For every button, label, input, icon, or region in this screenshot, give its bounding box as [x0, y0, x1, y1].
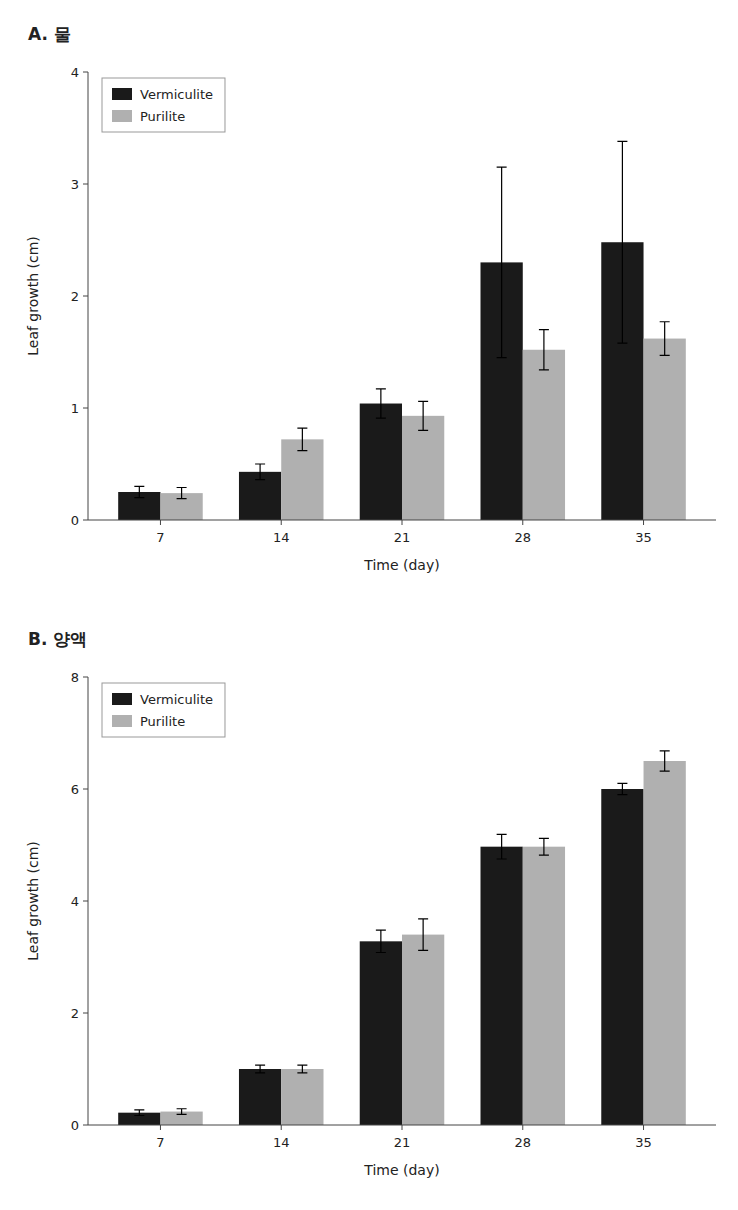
legend-frame — [102, 78, 225, 132]
y-tick-label: 8 — [71, 670, 79, 685]
error-bar — [660, 751, 670, 771]
error-bar — [617, 141, 627, 343]
y-tick — [83, 184, 88, 185]
legend-swatch — [112, 715, 132, 727]
y-axis-label: Leaf growth (cm) — [25, 841, 41, 961]
panel: A. 물 0 1 2 3 4 7 14 21 28 35 Time (day) Leaf growth … — [25, 24, 716, 573]
legend: Vermiculite Purilite — [102, 78, 225, 132]
x-tick — [643, 1125, 644, 1130]
x-tick-label: 28 — [514, 1135, 531, 1150]
x-tick — [281, 520, 282, 525]
marks — [118, 141, 686, 520]
page: {"chart_data": [ {"type": "bar", "title"… — [0, 0, 738, 1210]
y-tick-label: 0 — [71, 1118, 79, 1133]
x-tick-label: 35 — [635, 1135, 652, 1150]
bar — [360, 941, 402, 1125]
error-bar — [297, 428, 307, 450]
bar — [281, 1069, 323, 1125]
y-tick — [83, 901, 88, 902]
error-bar — [539, 330, 549, 370]
bar — [360, 404, 402, 520]
x-tick-label: 28 — [514, 530, 531, 545]
y-tick — [83, 296, 88, 297]
x-tick — [402, 520, 403, 525]
bar — [481, 847, 523, 1125]
y-tick — [83, 72, 88, 73]
panel: B. 양액 0 2 4 6 8 7 14 21 28 35 Time (day) Leaf growth… — [25, 629, 716, 1178]
error-bar — [660, 322, 670, 356]
y-axis-label: Leaf growth (cm) — [25, 236, 41, 356]
x-tick — [522, 520, 523, 525]
figure: A. 물01234714212835Time (day)Leaf growth … — [0, 0, 738, 1210]
legend-swatch — [112, 693, 132, 705]
y-axis-line — [88, 72, 89, 520]
legend-label: Purilite — [140, 714, 185, 729]
y-tick — [83, 520, 88, 521]
y-tick-label: 2 — [71, 289, 79, 304]
x-tick-label: 21 — [394, 1135, 411, 1150]
bar — [601, 789, 643, 1125]
legend-frame — [102, 683, 225, 737]
y-tick-label: 4 — [71, 894, 79, 909]
panel-title: B. 양액 — [28, 629, 87, 649]
error-bar — [497, 167, 507, 357]
panel-title: A. 물 — [28, 24, 71, 44]
y-tick-label: 4 — [71, 65, 79, 80]
error-bar — [617, 783, 627, 794]
x-tick-label: 14 — [273, 1135, 290, 1150]
x-tick — [281, 1125, 282, 1130]
error-bar — [418, 401, 428, 430]
legend-swatch — [112, 110, 132, 122]
x-tick-label: 14 — [273, 530, 290, 545]
x-axis-label: Time (day) — [363, 1162, 439, 1178]
error-bar — [376, 389, 386, 418]
bar — [402, 416, 444, 520]
error-bar — [497, 834, 507, 859]
y-tick-label: 2 — [71, 1006, 79, 1021]
x-tick — [160, 520, 161, 525]
bar — [239, 1069, 281, 1125]
x-tick — [522, 1125, 523, 1130]
marks — [118, 751, 686, 1125]
error-bar — [177, 488, 187, 499]
x-tick — [160, 1125, 161, 1130]
error-bar — [134, 486, 144, 497]
y-tick — [83, 1013, 88, 1014]
bar — [523, 350, 565, 520]
error-bar — [177, 1109, 187, 1115]
error-bar — [255, 1065, 265, 1073]
y-tick — [83, 1125, 88, 1126]
y-tick — [83, 408, 88, 409]
error-bar — [255, 464, 265, 480]
legend-label: Purilite — [140, 109, 185, 124]
error-bar — [297, 1065, 307, 1073]
y-tick — [83, 677, 88, 678]
bar — [644, 761, 686, 1125]
error-bar — [134, 1110, 144, 1116]
x-tick-label: 7 — [156, 530, 164, 545]
legend: Vermiculite Purilite — [102, 683, 225, 737]
x-tick — [402, 1125, 403, 1130]
error-bar — [539, 838, 549, 855]
legend-swatch — [112, 88, 132, 100]
legend-label: Vermiculite — [140, 87, 213, 102]
bar — [402, 935, 444, 1125]
error-bar — [376, 930, 386, 952]
legend-label: Vermiculite — [140, 692, 213, 707]
y-tick — [83, 789, 88, 790]
y-tick-label: 6 — [71, 782, 79, 797]
x-tick-label: 7 — [156, 1135, 164, 1150]
y-tick-label: 0 — [71, 513, 79, 528]
bar — [281, 439, 323, 520]
x-tick-label: 35 — [635, 530, 652, 545]
bar — [644, 339, 686, 520]
y-axis-line — [88, 677, 89, 1125]
y-tick-label: 1 — [71, 401, 79, 416]
x-tick-label: 21 — [394, 530, 411, 545]
error-bar — [418, 919, 428, 950]
bar — [523, 847, 565, 1125]
x-tick — [643, 520, 644, 525]
y-tick-label: 3 — [71, 177, 79, 192]
x-axis-label: Time (day) — [363, 557, 439, 573]
